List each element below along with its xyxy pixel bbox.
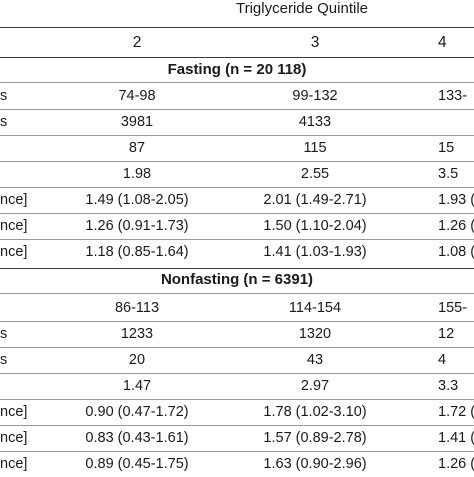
quintile-4-cell: 15 xyxy=(438,140,455,156)
quintile-2-cell: 0.90 (0.47-1.72) xyxy=(85,404,189,420)
table-row: 87 115 15 xyxy=(0,136,474,161)
row-stub-cell: s xyxy=(0,114,8,130)
table-row: 1.47 2.97 3.3 xyxy=(0,374,474,399)
quintile-2-cell: 1.49 (1.08-2.05) xyxy=(85,192,189,208)
row-stub-cell: s xyxy=(0,352,8,368)
row-stub-cell xyxy=(0,136,50,161)
row-rule xyxy=(0,161,474,162)
quintile-3-cell: 1.78 (1.02-3.10) xyxy=(263,404,367,420)
column-header-2: 2 xyxy=(132,34,142,51)
row-stub-cell xyxy=(0,296,50,321)
table-row: s 1233 1320 12 xyxy=(0,322,474,347)
quintile-4-cell: 133- xyxy=(438,88,468,104)
quintile-2-cell: 20 xyxy=(128,352,146,368)
table-row: nce] 1.18 (0.85-1.64) 1.41 (1.03-1.93) 1.08… xyxy=(0,240,474,265)
table-row: nce] 0.83 (0.43-1.61) 1.57 (0.89-2.78) 1.41… xyxy=(0,426,474,451)
quintile-2-cell: 1.26 (0.91-1.73) xyxy=(85,218,189,234)
column-header-4: 4 xyxy=(438,34,447,51)
quintile-4-cell: 4 xyxy=(438,352,447,368)
quintile-2-cell: 1.18 (0.85-1.64) xyxy=(85,244,189,260)
table-title: Triglyceride Quintile xyxy=(236,0,368,17)
table-row: nce] 0.89 (0.45-1.75) 1.63 (0.90-2.96) 1.26… xyxy=(0,452,474,477)
quintile-3-cell: 1.50 (1.10-2.04) xyxy=(263,218,367,234)
quintile-3-cell: 1.57 (0.89-2.78) xyxy=(263,430,367,446)
quintile-3-cell: 115 xyxy=(303,140,327,156)
quintile-4-cell: 1.26 (0.9 xyxy=(438,218,474,234)
quintile-2-cell: 1.98 xyxy=(122,166,152,182)
row-stub-cell: nce] xyxy=(0,192,28,208)
table-row: 86-113 114-154 155- xyxy=(0,296,474,321)
row-rule xyxy=(0,451,474,452)
section-rule-nonfasting xyxy=(0,293,474,294)
table-row: nce] 1.49 (1.08-2.05) 2.01 (1.49-2.71) 1.93… xyxy=(0,188,474,213)
row-stub-cell xyxy=(0,162,50,187)
quintile-2-cell: 86-113 xyxy=(114,300,160,316)
row-stub-cell: nce] xyxy=(0,430,28,446)
row-rule xyxy=(0,135,474,136)
row-rule xyxy=(0,321,474,322)
row-rule xyxy=(0,347,474,348)
quintile-2-cell: 0.89 (0.45-1.75) xyxy=(85,456,189,472)
quintile-3-cell: 2.55 xyxy=(300,166,330,182)
row-stub-cell xyxy=(0,374,50,399)
table-row: s 74-98 99-132 133- xyxy=(0,84,474,109)
section-rule-fasting xyxy=(0,82,474,83)
row-rule xyxy=(0,239,474,240)
quintile-3-cell: 1320 xyxy=(298,326,332,342)
row-stub-cell: nce] xyxy=(0,244,28,260)
row-rule xyxy=(0,109,474,110)
table-row: nce] 1.26 (0.91-1.73) 1.50 (1.10-2.04) 1.26… xyxy=(0,214,474,239)
quintile-3-cell: 1.63 (0.90-2.96) xyxy=(263,456,367,472)
quintile-3-cell: 4133 xyxy=(298,114,332,130)
table-row: nce] 0.90 (0.47-1.72) 1.78 (1.02-3.10) 1.72… xyxy=(0,400,474,425)
quintile-2-cell: 1.47 xyxy=(122,378,152,394)
quintile-2-cell: 87 xyxy=(128,140,146,156)
quintile-4-cell xyxy=(400,110,474,135)
quintile-4-cell: 1.72 (0.9 xyxy=(438,404,474,420)
row-rule xyxy=(0,399,474,400)
row-stub-cell: nce] xyxy=(0,218,28,234)
quintile-4-cell: 1.08 (0.7 xyxy=(438,244,474,260)
title-rule xyxy=(0,27,474,28)
quintile-3-cell: 2.97 xyxy=(300,378,330,394)
table-row: s 20 43 4 xyxy=(0,348,474,373)
row-stub-cell: nce] xyxy=(0,404,28,420)
section-label-nonfasting: Nonfasting (n = 6391) xyxy=(160,271,314,288)
quintile-3-cell: 1.41 (1.03-1.93) xyxy=(263,244,367,260)
section-label-fasting: Fasting (n = 20 118) xyxy=(167,61,307,78)
quintile-3-cell: 114-154 xyxy=(288,300,342,316)
row-stub-cell: nce] xyxy=(0,456,28,472)
quintile-2-cell: 1233 xyxy=(120,326,154,342)
table-row: s 3981 4133 xyxy=(0,110,474,135)
quintile-3-cell: 43 xyxy=(306,352,324,368)
quintile-4-cell: 155- xyxy=(438,300,468,316)
quintile-4-cell: 3.5 xyxy=(438,166,459,182)
row-rule xyxy=(0,213,474,214)
row-stub-cell: s xyxy=(0,326,8,342)
quintile-2-cell: 3981 xyxy=(120,114,154,130)
quintile-4-cell: 3.3 xyxy=(438,378,459,394)
table-row: 1.98 2.55 3.5 xyxy=(0,162,474,187)
quintile-4-cell: 12 xyxy=(438,326,455,342)
row-rule xyxy=(0,425,474,426)
quintile-2-cell: 74-98 xyxy=(118,88,156,104)
column-header-3: 3 xyxy=(310,34,320,51)
section-divider xyxy=(0,268,474,269)
quintile-4-cell: 1.26 (0.6 xyxy=(438,456,474,472)
quintile-2-cell: 0.83 (0.43-1.61) xyxy=(85,430,189,446)
quintile-3-cell: 99-132 xyxy=(292,88,338,104)
quintile-4-cell: 1.41 (0.7 xyxy=(438,430,474,446)
row-stub-cell: s xyxy=(0,88,8,104)
row-rule xyxy=(0,187,474,188)
row-rule xyxy=(0,373,474,374)
column-header-row: 2 3 4 xyxy=(0,30,474,55)
header-rule xyxy=(0,57,474,58)
quintile-4-cell: 1.93 (1.4 xyxy=(438,192,474,208)
quintile-3-cell: 2.01 (1.49-2.71) xyxy=(263,192,367,208)
